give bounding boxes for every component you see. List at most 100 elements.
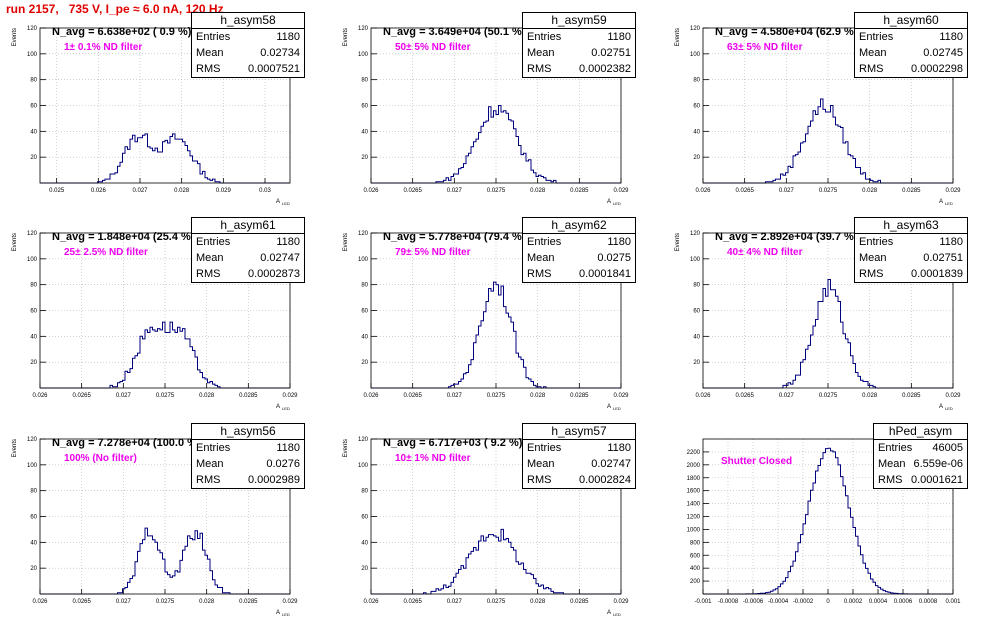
filter-label: Shutter Closed: [721, 456, 793, 467]
stats-box-title: hPed_asym: [874, 424, 967, 440]
x-axis-label-subscript: LED: [613, 201, 621, 206]
stats-mean-value: 0.02747: [591, 458, 631, 470]
x-tick-label: 0.027: [779, 393, 795, 399]
stats-rms-row: RMS 0.0002298: [855, 61, 967, 77]
stats-entries-label: Entries: [196, 236, 231, 248]
y-axis-label: Events: [12, 28, 18, 46]
plot-frame: [39, 232, 291, 389]
stats-rms-row: RMS 0.0001621: [874, 472, 967, 488]
stats-box: h_asym58 Entries 1180 Mean 0.02734 RMS 0.00075…: [191, 12, 305, 78]
plot-frame: [370, 232, 622, 389]
y-tick-label: 20: [30, 155, 37, 161]
stats-mean-value: 0.02751: [591, 47, 631, 59]
stats-mean-row: Mean 0.02734: [192, 45, 304, 61]
stats-rms-label: RMS: [859, 63, 884, 75]
x-tick-label: 0.026: [363, 599, 379, 605]
y-tick-label: 40: [361, 129, 368, 135]
y-tick-label: 100: [358, 257, 369, 263]
x-tick-label: 0.028: [199, 599, 215, 605]
stats-entries-label: Entries: [527, 31, 562, 43]
stats-rms-label: RMS: [527, 63, 552, 75]
x-tick-label: 0.025: [49, 188, 65, 194]
stats-mean-value: 0.0276: [266, 458, 300, 470]
x-axis-label-subscript: LED: [613, 612, 621, 617]
x-tick-label: 0.0265: [72, 599, 91, 605]
x-tick-label: -0.0004: [768, 599, 789, 605]
navg-label: N_avg = 1.848e+04 (25.4 %): [52, 231, 195, 243]
stats-entries-label: Entries: [859, 236, 894, 248]
x-tick-label: 0.0275: [819, 188, 838, 194]
x-tick-label: 0.028: [530, 599, 546, 605]
stats-box: h_asym63 Entries 1180 Mean 0.02751 RMS 0.00018…: [854, 217, 968, 283]
x-tick-label: 0.028: [199, 393, 215, 399]
x-axis-label: A: [939, 404, 943, 410]
x-tick-label: 0.026: [695, 393, 711, 399]
histogram-panel-h_asym62: 0.026 0.0265 0.027 0.0275 0.028 0.0285 0.029 20…: [343, 217, 636, 411]
x-tick-label: 0.0265: [403, 188, 422, 194]
x-tick-label: 0.026: [363, 188, 379, 194]
navg-label: N_avg = 2.892e+04 (39.7 %): [715, 231, 858, 243]
y-tick-label: 1200: [687, 515, 701, 521]
stats-mean-label: Mean: [527, 252, 555, 264]
y-tick-label: 2000: [687, 463, 701, 469]
x-tick-label: -0.0002: [793, 599, 814, 605]
y-tick-label: 60: [30, 104, 37, 110]
histogram-line: [40, 527, 290, 595]
y-tick-label: 100: [27, 257, 38, 263]
x-tick-label: 0.029: [613, 599, 629, 605]
y-axis-label: Events: [343, 233, 349, 251]
histogram-plot: 0.026 0.0265 0.027 0.0275 0.028 0.0285 0.029 20…: [675, 26, 961, 206]
y-tick-label: 2200: [687, 450, 701, 456]
stats-box: h_asym61 Entries 1180 Mean 0.02747 RMS 0.00028…: [191, 217, 305, 283]
histogram-panel-h_asym57: 0.026 0.0265 0.027 0.0275 0.028 0.0285 0.029 20…: [343, 423, 636, 617]
stats-rms-value: 0.0001839: [911, 268, 963, 280]
x-tick-label: 0.0285: [570, 188, 589, 194]
filter-label: 100% (No filter): [64, 453, 137, 464]
stats-entries-label: Entries: [196, 442, 231, 454]
stats-entries-row: Entries 1180: [855, 234, 967, 250]
stats-rms-value: 0.0001841: [579, 268, 631, 280]
y-tick-label: 120: [27, 26, 38, 32]
x-tick-label: 0.028: [862, 188, 878, 194]
x-tick-label: 0.0285: [902, 188, 921, 194]
stats-mean-row: Mean 0.02751: [855, 250, 967, 266]
stats-mean-label: Mean: [527, 458, 555, 470]
stats-mean-label: Mean: [196, 47, 224, 59]
y-axis-label: Events: [343, 28, 349, 46]
stats-entries-row: Entries 1180: [523, 234, 635, 250]
x-tick-label: 0.0002: [844, 599, 863, 605]
y-tick-label: 20: [361, 360, 368, 366]
stats-rms-value: 0.0002382: [579, 63, 631, 75]
y-axis-label: Events: [675, 233, 681, 251]
y-tick-label: 100: [358, 463, 369, 469]
y-tick-label: 1400: [687, 502, 701, 508]
x-axis-label: A: [276, 199, 280, 205]
y-tick-label: 40: [30, 129, 37, 135]
histogram-plot: -0.001 -0.0008 -0.0006 -0.0004 -0.0002 0 0.000…: [687, 438, 961, 605]
y-tick-label: 20: [361, 566, 368, 572]
plot-frame: [702, 232, 954, 389]
plot-frame: [702, 27, 954, 184]
y-tick-label: 120: [690, 231, 701, 237]
histogram-plot: 0.026 0.0265 0.027 0.0275 0.028 0.0285 0.029 20…: [343, 437, 629, 617]
histogram-line: [703, 98, 953, 184]
x-tick-label: 0.0275: [487, 599, 506, 605]
stats-entries-row: Entries 1180: [192, 440, 304, 456]
y-tick-label: 20: [361, 155, 368, 161]
y-tick-label: 200: [690, 579, 701, 585]
filter-label: 10± 1% ND filter: [395, 453, 471, 464]
x-axis-label-subscript: LED: [613, 406, 621, 411]
stats-entries-value: 46005: [932, 442, 963, 454]
stats-box-title: h_asym60: [855, 13, 967, 29]
stats-mean-row: Mean 0.02747: [523, 456, 635, 472]
stats-entries-label: Entries: [527, 442, 562, 454]
filter-label: 50± 5% ND filter: [395, 42, 471, 53]
x-tick-label: 0.027: [132, 188, 148, 194]
x-tick-label: 0: [826, 599, 830, 605]
y-tick-label: 60: [361, 104, 368, 110]
y-tick-label: 120: [358, 231, 369, 237]
y-tick-label: 100: [690, 257, 701, 263]
x-tick-label: 0.028: [862, 393, 878, 399]
stats-box-title: h_asym61: [192, 218, 304, 234]
x-tick-label: 0.028: [530, 393, 546, 399]
